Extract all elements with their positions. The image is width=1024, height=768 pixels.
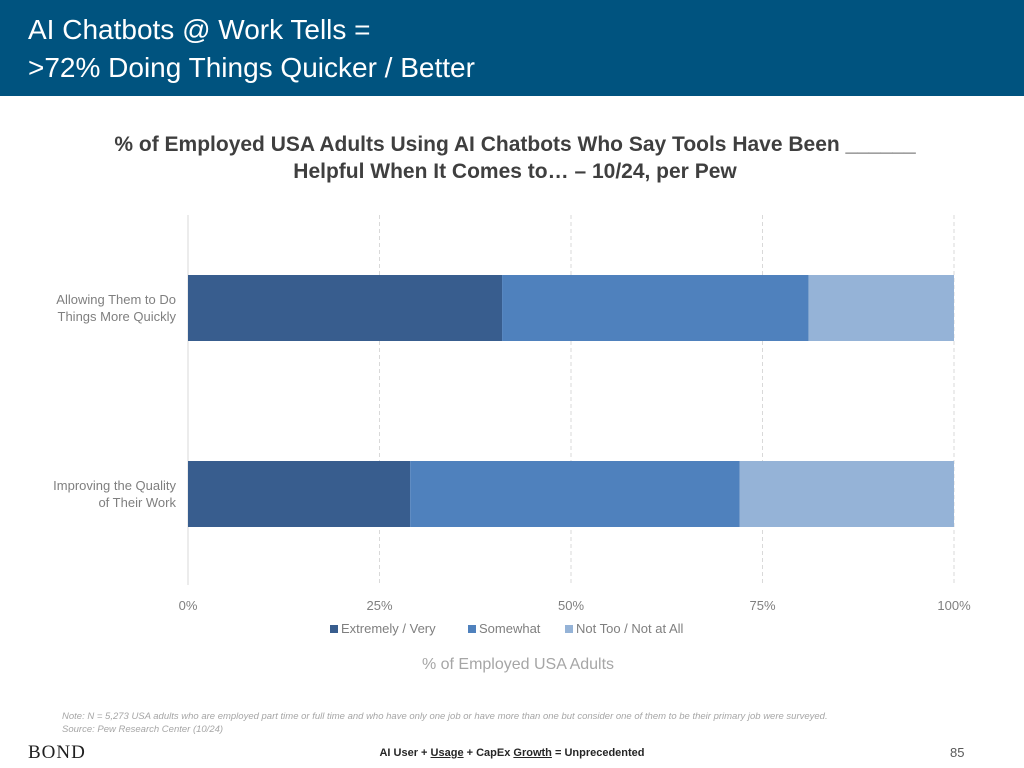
category-label: of Their Work: [98, 495, 176, 510]
legend-swatch: [565, 625, 573, 633]
bar-segment: [188, 275, 503, 341]
page-number: 85: [950, 745, 965, 760]
bar-segment: [502, 275, 809, 341]
bar-segment: [410, 461, 740, 527]
note-line: Note: N = 5,273 USA adults who are emplo…: [62, 711, 828, 722]
legend-label: Somewhat: [479, 621, 541, 636]
footer-tagline: AI User + Usage + CapEx Growth = Unprece…: [0, 747, 1024, 759]
bar-segment: [808, 275, 954, 341]
category-label: Allowing Them to Do: [56, 292, 176, 307]
slide-title-line-1: AI Chatbots @ Work Tells =: [28, 14, 371, 45]
legend-swatch: [330, 625, 338, 633]
tagline-growth: Growth: [513, 747, 552, 759]
slide-header: AI Chatbots @ Work Tells = >72% Doing Th…: [0, 0, 1024, 96]
x-tick-label: 25%: [366, 598, 392, 613]
x-axis-title: % of Employed USA Adults: [422, 656, 614, 673]
tagline-part-1: AI User +: [379, 747, 431, 759]
x-tick-label: 50%: [558, 598, 584, 613]
x-tick-label: 75%: [749, 598, 775, 613]
legend-swatch: [468, 625, 476, 633]
legend-label: Not Too / Not at All: [576, 621, 684, 636]
bar-segment: [739, 461, 954, 527]
x-tick-label: 0%: [179, 598, 198, 613]
tagline-part-5: = Unprecedented: [551, 747, 645, 759]
tagline-usage: Usage: [430, 747, 464, 759]
legend-label: Extremely / Very: [341, 621, 436, 636]
bond-logo: BOND: [28, 742, 86, 763]
x-tick-label: 100%: [937, 598, 971, 613]
category-label: Things More Quickly: [58, 309, 177, 324]
slide-title-line-2: >72% Doing Things Quicker / Better: [28, 52, 475, 83]
source-line: Source: Pew Research Center (10/24): [62, 724, 224, 735]
chart-notes: Note: N = 5,273 USA adults who are emplo…: [62, 710, 828, 736]
stacked-bar-chart: Allowing Them to Do Things More Quickly Im…: [53, 215, 971, 673]
category-label: Improving the Quality: [53, 478, 176, 493]
bar-segment: [188, 461, 411, 527]
chart-title-line-2: Helpful When It Comes to… – 10/24, per P…: [293, 160, 737, 183]
chart-title-line-1: % of Employed USA Adults Using AI Chatbo…: [114, 133, 916, 156]
tagline-part-3: + CapEx: [463, 747, 514, 759]
